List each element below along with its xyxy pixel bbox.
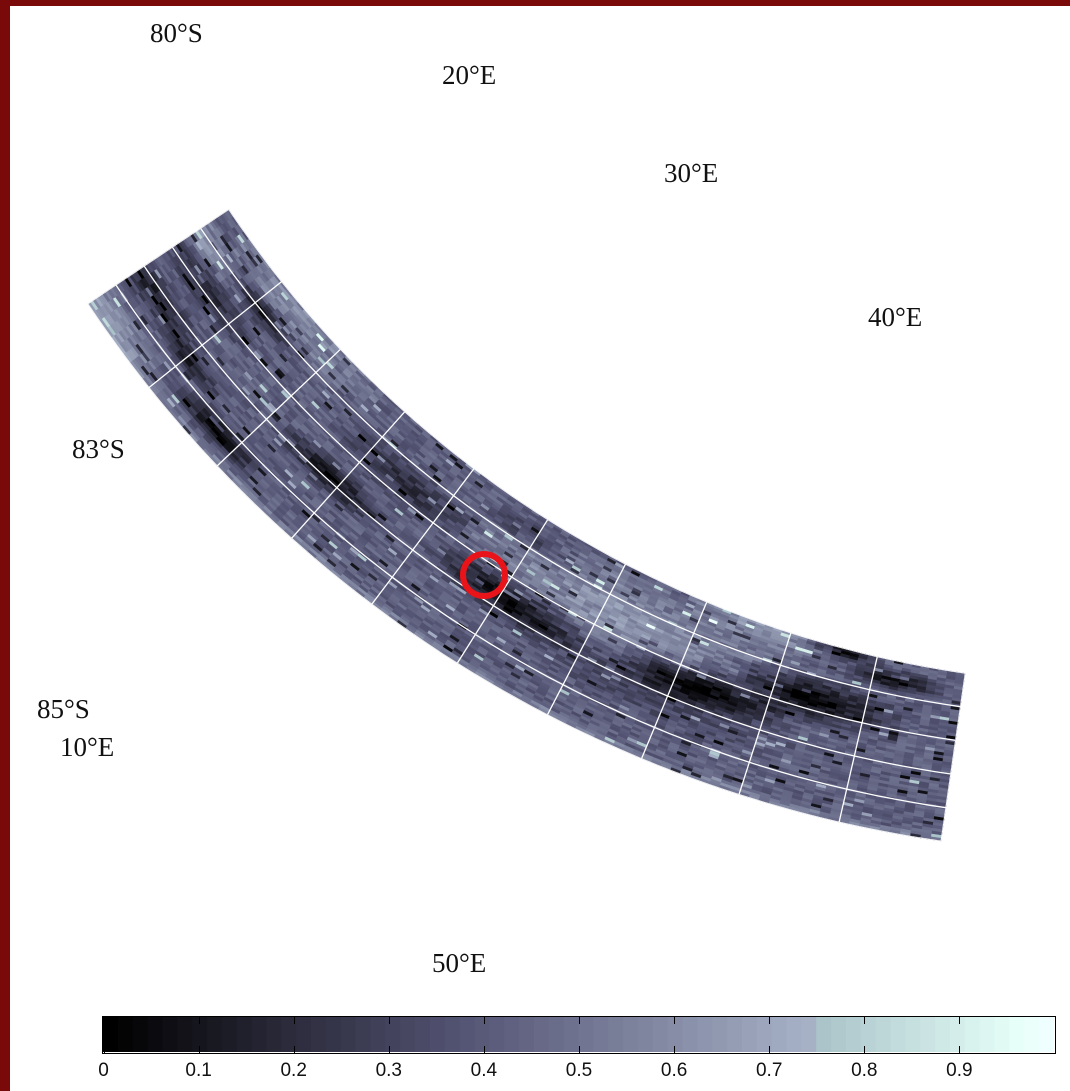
map-panel: 80°S 83°S 85°S 10°E 20°E 30°E 40°E 50°E …	[10, 6, 1070, 1091]
map-cells	[87, 209, 966, 842]
albedo-map	[87, 209, 966, 842]
map-plot	[87, 209, 966, 842]
